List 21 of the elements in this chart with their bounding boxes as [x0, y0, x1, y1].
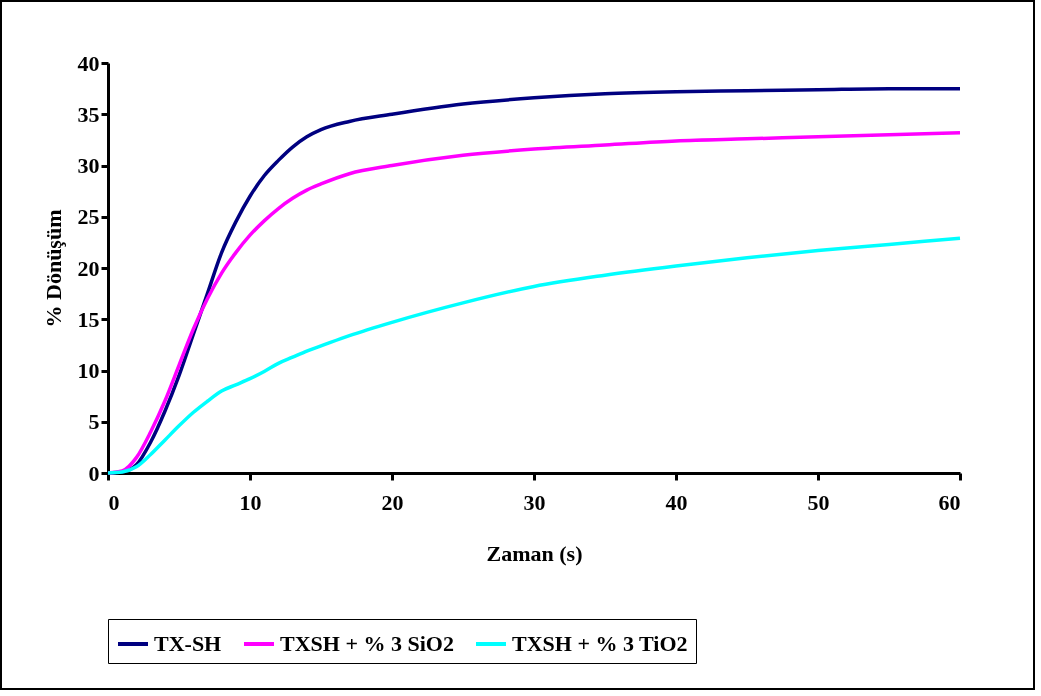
x-tick-label: 30	[523, 489, 546, 515]
y-tick-label: 15	[77, 306, 100, 332]
x-tick-label: 0	[108, 489, 120, 515]
x-tick-label: 20	[381, 489, 404, 515]
y-tick-label: 40	[77, 50, 100, 76]
y-tick-label: 35	[77, 101, 100, 127]
y-axis-title: % Dönüşüm	[40, 209, 66, 328]
x-axis-title: Zaman (s)	[486, 540, 583, 566]
x-tick-label: 10	[239, 489, 262, 515]
y-tick-label: 20	[77, 255, 100, 281]
x-tick-label: 60	[938, 489, 961, 515]
y-tick-label: 5	[88, 409, 100, 435]
y-tick-label: 30	[77, 153, 100, 178]
x-tick-label: 40	[665, 489, 688, 515]
legend-label: TX-SH	[154, 631, 222, 656]
legend-label: TXSH + % 3 SiO2	[280, 631, 454, 656]
legend-label: TXSH + % 3 TiO2	[512, 631, 688, 656]
x-tick-label: 50	[807, 489, 830, 515]
y-tick-label: 10	[77, 358, 100, 383]
y-tick-label: 0	[88, 460, 100, 486]
y-tick-label: 25	[77, 204, 100, 230]
